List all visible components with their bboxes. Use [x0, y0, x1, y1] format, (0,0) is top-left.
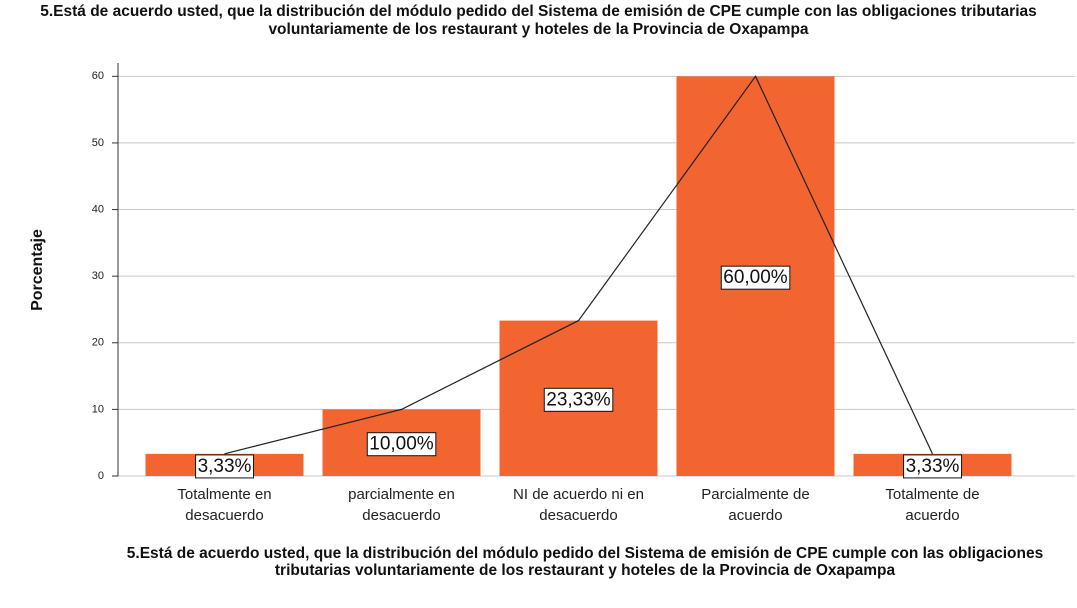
- value-label: 60,00%: [723, 267, 788, 288]
- y-tick-label: 10: [92, 403, 104, 415]
- y-tick-label: 20: [92, 337, 104, 349]
- x-axis-label: 5.Está de acuerdo usted, que la distribu…: [126, 545, 1044, 579]
- x-tick-label: parcialmente en desacuerdo: [348, 486, 455, 524]
- y-tick-label: 60: [92, 70, 104, 82]
- label-box: [903, 454, 963, 479]
- value-label: 3,33%: [198, 456, 252, 477]
- x-tick-label: Parcialmente de acuerdo: [701, 486, 810, 524]
- x-tick-label: NI de acuerdo ni en desacuerdo: [513, 486, 644, 524]
- y-tick-label: 30: [92, 270, 104, 282]
- value-label: 23,33%: [546, 389, 611, 410]
- y-axis-label: Porcentaje: [29, 229, 46, 311]
- value-label: 10,00%: [369, 434, 434, 455]
- x-tick-label: Totalmente en desacuerdo: [177, 486, 272, 524]
- y-tick-label: 0: [98, 470, 104, 482]
- line: [224, 75, 934, 455]
- chart-title: 5.Está de acuerdo usted, que la distribu…: [40, 3, 1037, 38]
- label-box: [195, 454, 255, 479]
- label-box: [543, 387, 614, 412]
- label-box: [366, 432, 437, 457]
- y-tick-label: 50: [92, 137, 104, 149]
- value-label: 3,33%: [906, 456, 960, 477]
- x-tick-label: Totalmente de acuerdo: [885, 486, 980, 524]
- y-tick-label: 40: [92, 203, 104, 215]
- label-box: [720, 265, 791, 290]
